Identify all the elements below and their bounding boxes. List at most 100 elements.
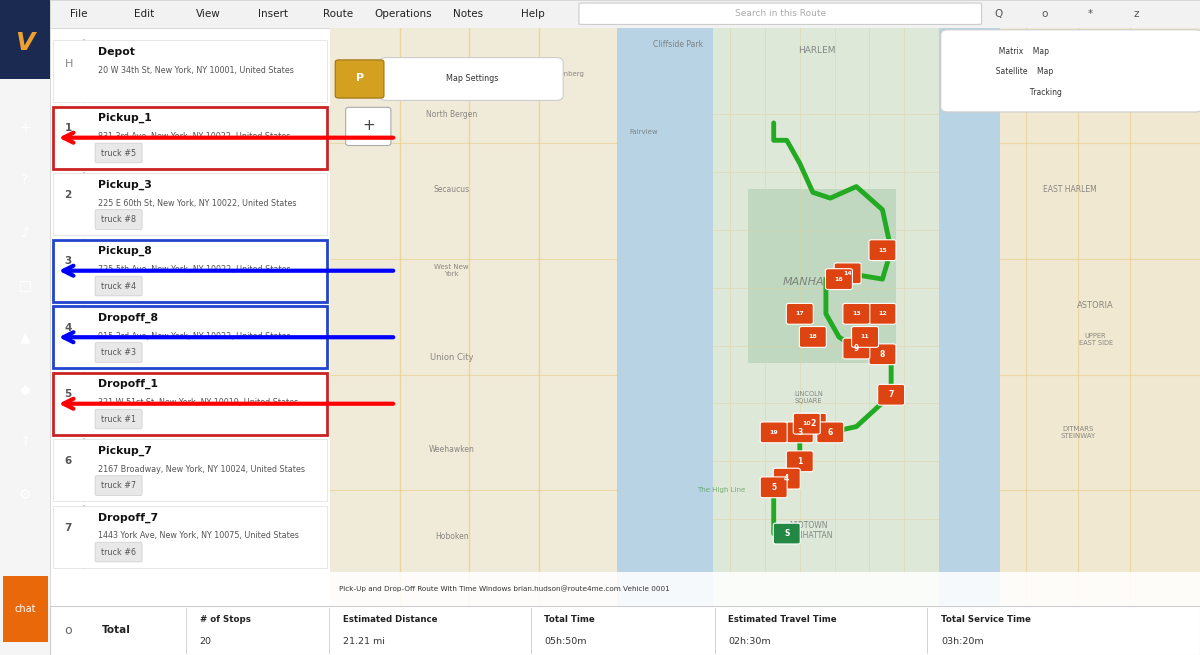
Text: 915 3rd Ave, New York, NY 10022, United States: 915 3rd Ave, New York, NY 10022, United … xyxy=(97,331,290,341)
Text: Pickup_3: Pickup_3 xyxy=(97,179,151,190)
Text: HARLEM: HARLEM xyxy=(798,46,836,55)
Text: 3: 3 xyxy=(65,257,72,267)
Bar xyxy=(0,0,50,79)
Text: 5: 5 xyxy=(65,390,72,400)
FancyBboxPatch shape xyxy=(95,409,142,429)
Text: ?: ? xyxy=(22,173,29,187)
Text: 21.21 mi: 21.21 mi xyxy=(343,637,385,646)
Text: S: S xyxy=(784,529,790,538)
Text: Matrix    Map: Matrix Map xyxy=(994,47,1049,56)
Text: 8: 8 xyxy=(880,350,886,359)
Text: ▲: ▲ xyxy=(19,330,30,345)
Bar xyxy=(330,572,1200,606)
Text: MIDTOWN
MANHATTAN: MIDTOWN MANHATTAN xyxy=(785,521,833,540)
Bar xyxy=(748,189,895,363)
FancyBboxPatch shape xyxy=(793,413,821,434)
Text: Union City: Union City xyxy=(430,352,474,362)
Text: UPPER
EAST SIDE: UPPER EAST SIDE xyxy=(1079,333,1112,346)
Text: z: z xyxy=(1134,9,1140,19)
Text: Insert: Insert xyxy=(258,9,288,19)
Text: 7: 7 xyxy=(65,523,72,533)
Text: 16: 16 xyxy=(834,276,844,282)
FancyBboxPatch shape xyxy=(786,303,814,324)
Text: 12: 12 xyxy=(878,311,887,316)
Text: Total Service Time: Total Service Time xyxy=(941,615,1031,624)
Bar xyxy=(53,307,328,368)
FancyBboxPatch shape xyxy=(799,413,827,434)
Text: 13: 13 xyxy=(852,311,860,316)
Text: 15: 15 xyxy=(878,248,887,253)
Text: 18: 18 xyxy=(809,335,817,339)
Bar xyxy=(617,28,721,606)
FancyBboxPatch shape xyxy=(941,30,1200,112)
FancyBboxPatch shape xyxy=(799,327,827,347)
FancyBboxPatch shape xyxy=(95,476,142,495)
FancyBboxPatch shape xyxy=(869,344,896,365)
Text: truck #3: truck #3 xyxy=(101,348,136,357)
FancyBboxPatch shape xyxy=(877,384,905,405)
Text: MANHATTAN: MANHATTAN xyxy=(950,41,997,49)
FancyBboxPatch shape xyxy=(817,422,844,443)
Text: Secaucus: Secaucus xyxy=(433,185,470,194)
Text: Randalls and
Wards Islands: Randalls and Wards Islands xyxy=(1048,92,1091,102)
FancyBboxPatch shape xyxy=(869,303,896,324)
Text: +: + xyxy=(19,121,31,135)
Text: The High Line: The High Line xyxy=(697,487,745,493)
Text: West New
York: West New York xyxy=(434,264,469,277)
Text: Help: Help xyxy=(521,9,545,19)
Bar xyxy=(713,28,938,606)
Text: Search in this Route: Search in this Route xyxy=(734,9,826,18)
Text: 4: 4 xyxy=(65,323,72,333)
Text: Guttenberg: Guttenberg xyxy=(545,71,584,77)
Text: MANHATTAN: MANHATTAN xyxy=(782,277,852,287)
Text: ♪: ♪ xyxy=(20,225,30,240)
Text: 225 E 60th St, New York, NY 10022, United States: 225 E 60th St, New York, NY 10022, Unite… xyxy=(97,198,296,208)
Bar xyxy=(940,28,1000,606)
Text: 1: 1 xyxy=(65,123,72,134)
Text: H: H xyxy=(65,59,73,69)
Text: 4: 4 xyxy=(784,474,790,483)
Text: □: □ xyxy=(18,278,31,292)
Text: 831 3rd Ave, New York, NY 10022, United States: 831 3rd Ave, New York, NY 10022, United … xyxy=(97,132,290,141)
Text: 14: 14 xyxy=(844,271,852,276)
Bar xyxy=(53,107,328,168)
Text: 2: 2 xyxy=(65,190,72,200)
Text: 10: 10 xyxy=(803,421,811,426)
FancyBboxPatch shape xyxy=(95,542,142,562)
Text: ↑: ↑ xyxy=(19,435,31,449)
Text: Pick-Up and Drop-Off Route With Time Windows brian.hudson@route4me.com Vehicle 0: Pick-Up and Drop-Off Route With Time Win… xyxy=(338,585,670,592)
Bar xyxy=(53,174,328,235)
Text: chat: chat xyxy=(14,604,36,614)
Text: 17: 17 xyxy=(796,311,804,316)
FancyBboxPatch shape xyxy=(335,60,384,98)
Text: 1: 1 xyxy=(797,457,803,466)
FancyBboxPatch shape xyxy=(786,422,814,443)
Text: Route: Route xyxy=(323,9,353,19)
Text: +: + xyxy=(362,119,374,134)
Text: 03h:20m: 03h:20m xyxy=(941,637,984,646)
Text: 9: 9 xyxy=(853,344,859,353)
Text: Total Time: Total Time xyxy=(545,615,595,624)
FancyBboxPatch shape xyxy=(95,276,142,296)
Text: Depot: Depot xyxy=(97,47,134,57)
Text: truck #5: truck #5 xyxy=(101,149,136,157)
Text: File: File xyxy=(70,9,88,19)
Bar xyxy=(53,40,328,102)
Text: EAST HARLEM: EAST HARLEM xyxy=(1043,185,1097,194)
FancyBboxPatch shape xyxy=(842,303,870,324)
Text: DITMARS
STEINWAY: DITMARS STEINWAY xyxy=(1061,426,1096,439)
Text: 1443 York Ave, New York, NY 10075, United States: 1443 York Ave, New York, NY 10075, Unite… xyxy=(97,531,299,540)
Text: 20: 20 xyxy=(199,637,211,646)
Bar xyxy=(53,440,328,501)
FancyBboxPatch shape xyxy=(773,523,800,544)
Text: ASTORIA: ASTORIA xyxy=(1078,301,1114,310)
FancyBboxPatch shape xyxy=(580,3,982,24)
Text: Estimated Travel Time: Estimated Travel Time xyxy=(728,615,838,624)
FancyBboxPatch shape xyxy=(95,343,142,362)
Text: ◆: ◆ xyxy=(19,383,30,397)
FancyBboxPatch shape xyxy=(95,143,142,163)
Text: Estimated Distance: Estimated Distance xyxy=(343,615,438,624)
FancyBboxPatch shape xyxy=(761,477,787,498)
Text: truck #8: truck #8 xyxy=(101,215,136,224)
Text: V: V xyxy=(16,31,35,54)
